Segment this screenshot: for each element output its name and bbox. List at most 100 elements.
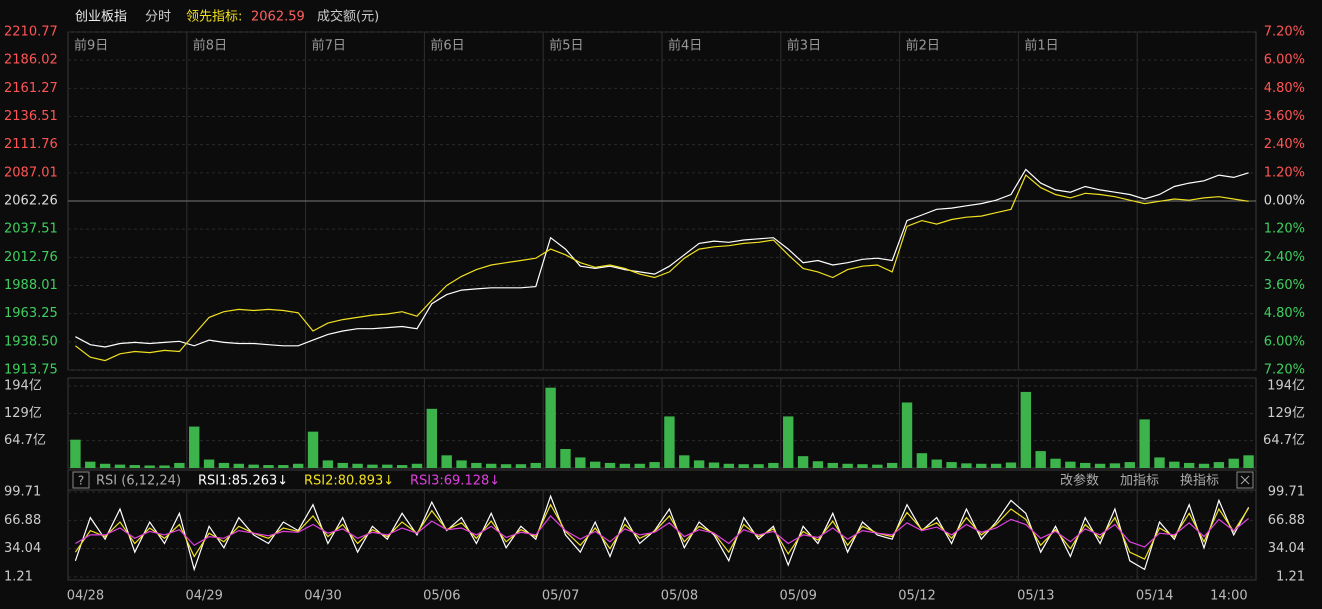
y-tick-label: 1988.01	[4, 278, 58, 293]
indicator-button[interactable]: 改参数	[1060, 473, 1099, 489]
series-line	[75, 514, 1249, 548]
indicator-value: 2062.59	[251, 10, 305, 25]
volume-bar	[560, 448, 571, 468]
volume-title: 成交额(元)	[317, 9, 379, 25]
period: 分时	[145, 10, 171, 25]
volume-bar	[738, 464, 749, 468]
volume-bar	[708, 462, 720, 468]
volume-bar	[783, 416, 794, 468]
volume-bar	[990, 463, 1002, 468]
series-line	[74, 494, 1250, 572]
volume-bar	[946, 462, 957, 468]
volume-bar	[1139, 419, 1150, 468]
volume-bar	[1213, 462, 1225, 468]
volume-bar	[382, 464, 393, 468]
volume-bar	[307, 431, 319, 468]
x-tick-label: 05/08	[661, 589, 698, 604]
volume-bar	[723, 463, 735, 468]
volume-bar	[471, 462, 482, 468]
y2-tick-label: 1.20%	[1264, 222, 1305, 237]
x-tick-label: 05/14	[1136, 589, 1173, 604]
day-label: 前4日	[668, 38, 702, 54]
volume-bar	[1035, 451, 1046, 468]
volume-bar	[426, 408, 438, 468]
volume-bar	[1050, 458, 1061, 468]
y-tick-label: 34.04	[4, 541, 41, 556]
volume-bar	[1169, 461, 1180, 468]
volume-bar	[901, 402, 913, 468]
volume-bar	[530, 462, 541, 468]
y-tick-label: 1913.75	[4, 363, 58, 378]
y-tick-label: 2012.76	[4, 250, 58, 265]
volume-bar	[174, 462, 185, 468]
volume-bar	[827, 462, 838, 468]
volume-bar	[99, 463, 111, 468]
y2-tick-label: 7.20%	[1264, 25, 1305, 40]
volume-bar	[589, 461, 601, 468]
volume-bar	[248, 464, 259, 468]
y-tick-label-right: 66.88	[1268, 513, 1305, 528]
y2-tick-label: 1.20%	[1264, 165, 1305, 180]
day-label: 前8日	[193, 38, 227, 54]
volume-bar	[144, 465, 155, 468]
x-tick-label: 14:00	[1210, 589, 1247, 604]
volume-bar	[545, 387, 556, 468]
volume-bar	[1154, 457, 1165, 468]
y-tick-label: 2111.76	[4, 137, 58, 152]
y-tick-label: 64.7亿	[4, 433, 46, 448]
volume-bar	[693, 460, 705, 468]
y2-tick-label: 4.80%	[1264, 306, 1305, 321]
close-button[interactable]	[1236, 471, 1254, 489]
volume-bar	[886, 462, 898, 468]
volume-bar	[575, 457, 586, 468]
volume-bar	[500, 464, 512, 468]
volume-bar	[486, 463, 497, 468]
y-tick-label-right: 194亿	[1267, 379, 1305, 394]
x-tick-label: 04/29	[185, 589, 222, 604]
volume-bar	[1243, 455, 1254, 468]
volume-bar	[129, 465, 141, 468]
volume-bar	[976, 463, 987, 468]
y-tick-label: 2161.27	[4, 81, 58, 96]
y2-tick-label: 6.00%	[1264, 334, 1305, 349]
volume-bar	[872, 464, 883, 468]
y2-tick-label: 3.60%	[1264, 278, 1305, 293]
volume-bar	[604, 462, 616, 468]
y2-tick-label: 0.00%	[1264, 194, 1305, 209]
help-button[interactable]	[72, 471, 90, 489]
y-tick-label: 2087.01	[4, 165, 58, 180]
volume-bar	[367, 464, 378, 468]
rsi-title: RSI (6,12,24)	[96, 474, 181, 489]
series-line	[75, 168, 1249, 348]
legend-entry: RSI2:80.893↓	[304, 474, 394, 489]
y2-tick-label: 4.80%	[1264, 81, 1305, 96]
y-tick-label: 99.71	[4, 485, 41, 500]
volume-bar	[916, 453, 928, 468]
volume-bar	[1228, 458, 1239, 468]
y-tick-label: 2062.26	[4, 194, 58, 209]
volume-bar	[619, 463, 631, 468]
volume-bar	[1124, 462, 1135, 468]
volume-bar	[1109, 463, 1121, 468]
x-tick-label: 04/30	[304, 589, 341, 604]
indicator-button[interactable]: 加指标	[1120, 474, 1159, 489]
volume-bar	[189, 426, 200, 468]
y2-tick-label: 3.60%	[1264, 109, 1305, 124]
y2-tick-label: 6.00%	[1264, 53, 1305, 68]
volume-bar	[812, 461, 824, 468]
volume-bar	[70, 439, 81, 468]
indicator-button[interactable]: 换指标	[1180, 474, 1219, 489]
volume-bar	[396, 465, 408, 468]
help-icon[interactable]: ?	[78, 474, 84, 488]
volume-bar	[857, 464, 868, 468]
x-tick-label: 05/13	[1017, 589, 1054, 604]
volume-bar	[931, 459, 942, 468]
volume-bar	[292, 463, 304, 468]
volume-bar	[1080, 462, 1091, 468]
close-icon[interactable]	[1240, 475, 1250, 485]
day-label: 前1日	[1024, 38, 1058, 54]
volume-bar	[797, 456, 809, 468]
y-tick-label: 2136.51	[4, 109, 58, 124]
day-label: 前7日	[312, 38, 346, 54]
